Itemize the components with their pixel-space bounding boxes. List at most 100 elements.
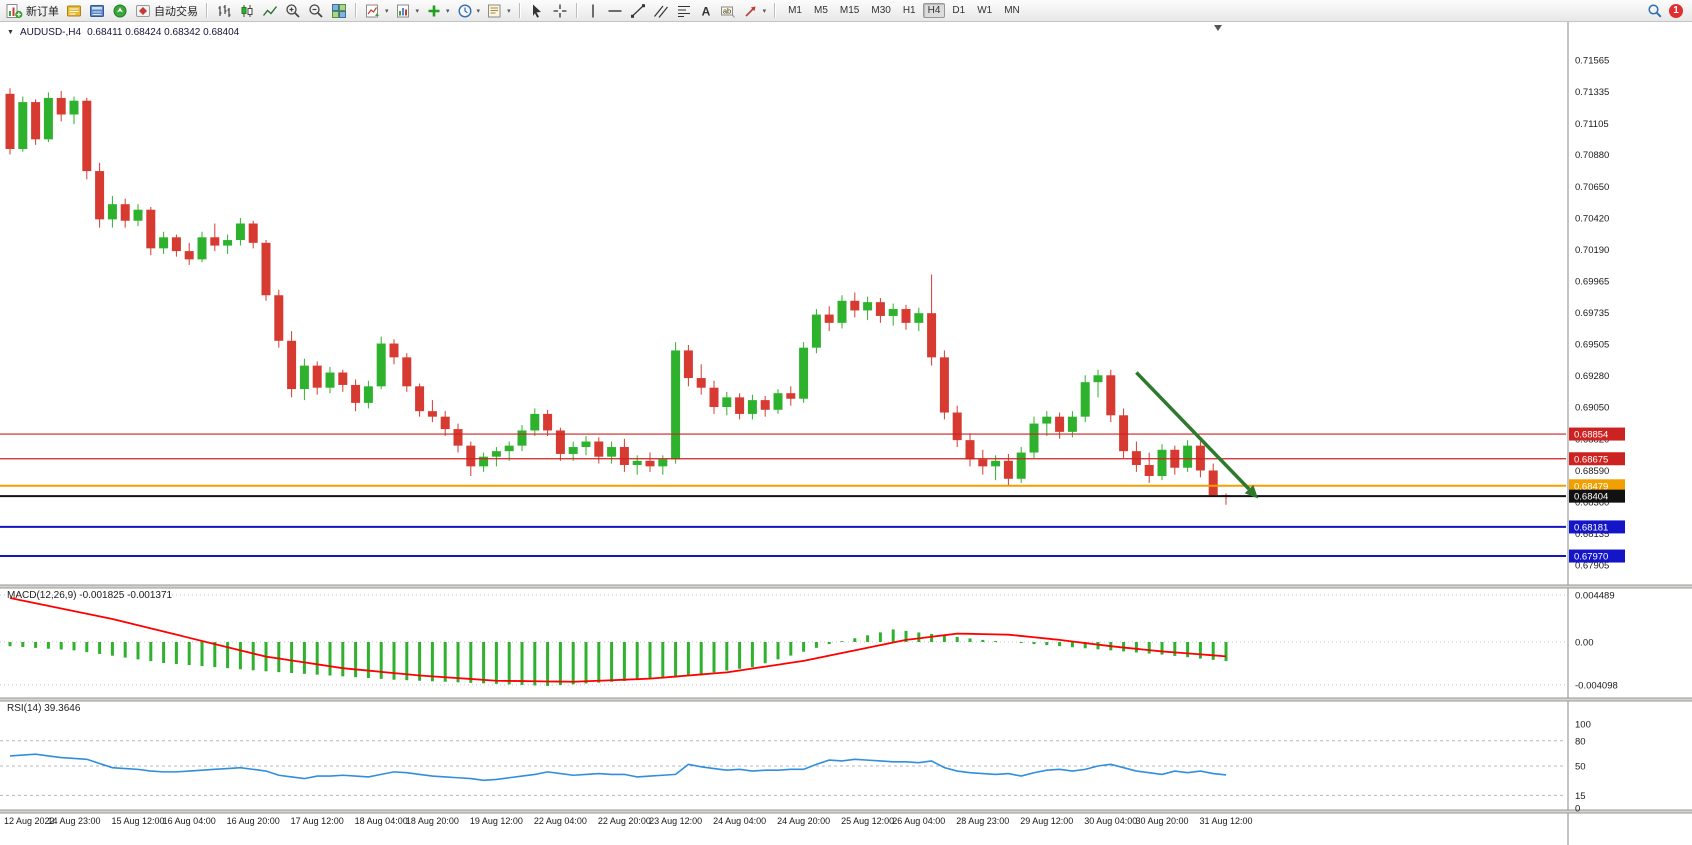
bar-chart-button[interactable] (213, 2, 235, 20)
dropdown-caret-icon: ▾ (762, 7, 767, 15)
time-axis-label: 29 Aug 12:00 (1020, 816, 1073, 826)
new-order-button[interactable]: 新订单 (3, 2, 62, 20)
macd-indicator-label: MACD(12,26,9) -0.001825 -0.001371 (7, 590, 173, 601)
horizontal-line-button[interactable] (604, 2, 626, 20)
time-axis-label: 30 Aug 04:00 (1084, 816, 1137, 826)
timeframe-m30-button[interactable]: M30 (871, 5, 891, 16)
crosshair-icon (553, 4, 567, 17)
timeframe-h1-button[interactable]: H1 (902, 5, 916, 16)
price-axis-label: 0.67905 (1575, 561, 1609, 572)
svg-text:ab: ab (722, 6, 730, 15)
main-toolbar: 新订单 自动交易 (0, 0, 1692, 22)
tile-windows-icon (332, 3, 346, 18)
chart-profiles-button[interactable]: ▾ (393, 2, 423, 20)
data-window-button[interactable] (86, 2, 108, 20)
rsi-axis-label: 50 (1575, 762, 1586, 773)
price-line-label-box (1569, 520, 1625, 534)
line-chart-button[interactable] (259, 2, 281, 20)
timeframe-w1-button[interactable]: W1 (977, 5, 993, 16)
vertical-line-icon (591, 4, 594, 17)
rsi-axis-label: 80 (1575, 736, 1586, 747)
arrows-button[interactable]: ▾ (740, 2, 770, 20)
zoom-in-button[interactable] (282, 2, 304, 20)
time-axis-label: 26 Aug 04:00 (892, 816, 945, 826)
price-axis-label: 0.70420 (1575, 213, 1609, 224)
time-axis-label: 30 Aug 20:00 (1135, 816, 1188, 826)
price-axis-label: 0.68135 (1575, 529, 1609, 540)
time-axis-label: 25 Aug 12:00 (841, 816, 894, 826)
time-axis-splitter[interactable] (0, 810, 1692, 813)
macd-axis-label: 0.00 (1575, 638, 1594, 649)
zoom-out-button[interactable] (305, 2, 327, 20)
zoom-in-icon (286, 3, 300, 18)
rsi-indicator-label: RSI(14) 39.3646 (7, 703, 81, 714)
candlestick-chart-button[interactable] (236, 2, 258, 20)
chart-window: 0.71565 0.71335 0.71105 0.70880 0.70650 0.704… (0, 22, 1692, 845)
auto-trading-icon (136, 4, 150, 17)
one-click-collapse-icon[interactable]: ▼ (7, 29, 14, 36)
price-line-label: 0.68675 (1574, 454, 1608, 465)
new-chart-button[interactable]: ▾ (362, 2, 392, 20)
price-axis-label: 0.70190 (1575, 245, 1609, 256)
rsi-line (9, 753, 1227, 782)
timeframe-d1-button[interactable]: D1 (952, 5, 966, 16)
add-indicator-icon (428, 5, 440, 16)
text-button[interactable]: A (696, 2, 716, 20)
search-button[interactable] (1644, 2, 1666, 20)
channel-button[interactable] (650, 2, 672, 20)
time-axis-label: 16 Aug 20:00 (227, 816, 280, 826)
price-axis-label: 0.70650 (1575, 182, 1609, 193)
new-order-icon (6, 3, 23, 18)
price-axis-label: 0.68360 (1575, 498, 1609, 509)
price-axis-label: 0.71335 (1575, 87, 1609, 98)
price-axis-label: 0.68590 (1575, 466, 1609, 477)
periods-button[interactable]: ▾ (454, 2, 484, 20)
time-axis-label: 23 Aug 12:00 (649, 816, 702, 826)
trend-arrow-annotation[interactable] (1135, 371, 1259, 499)
price-line-label: 0.68181 (1574, 522, 1608, 533)
dropdown-caret-icon: ▾ (446, 7, 450, 15)
price-axis-label: 0.69735 (1575, 308, 1609, 319)
timeframe-m1-button[interactable]: M1 (788, 5, 802, 16)
toolbar-separator (774, 3, 777, 18)
price-chart-canvas[interactable]: 0.71565 0.71335 0.71105 0.70880 0.70650 0.704… (0, 22, 1692, 845)
data-window-icon (90, 4, 104, 17)
market-watch-icon (67, 5, 81, 16)
auto-trading-button[interactable]: 自动交易 (132, 2, 201, 20)
macd-axis-label: 0.004489 (1575, 591, 1615, 602)
vertical-line-button[interactable] (583, 2, 603, 20)
timeframe-h4-button[interactable]: H4 (922, 3, 946, 18)
notification-badge[interactable]: 1 (1669, 3, 1683, 18)
fibonacci-button[interactable] (673, 2, 695, 20)
timeframe-m15-button[interactable]: M15 (839, 5, 860, 16)
templates-icon (488, 4, 501, 17)
price-line-label: 0.68854 (1574, 430, 1608, 441)
chart-title: ▼ AUDUSD-,H4 0.68411 0.68424 0.68342 0.6… (7, 27, 239, 38)
text-label-button[interactable]: ab (717, 2, 739, 20)
chart-ohlc-values: 0.68411 0.68424 0.68342 0.68404 (87, 27, 240, 38)
navigator-button[interactable] (109, 2, 131, 20)
chart-shift-marker-icon[interactable] (1214, 25, 1222, 31)
price-axis-label: 0.70880 (1575, 150, 1609, 161)
price-axis-label: 0.69050 (1575, 403, 1609, 414)
market-watch-button[interactable] (63, 2, 85, 20)
price-axis-label: 0.69965 (1575, 276, 1609, 287)
new-chart-icon (366, 4, 379, 17)
chart-profiles-icon (396, 4, 409, 17)
indicators-button[interactable]: ▾ (423, 2, 453, 20)
price-line-label-box (1569, 549, 1625, 563)
crosshair-button[interactable] (549, 2, 571, 20)
macd-panel-splitter[interactable] (0, 585, 1692, 588)
toolbar-separator (518, 3, 521, 18)
trendline-button[interactable] (627, 2, 649, 20)
timeframe-mn-button[interactable]: MN (1004, 5, 1020, 16)
timeframe-m5-button[interactable]: M5 (814, 5, 828, 16)
cursor-button[interactable] (526, 2, 548, 20)
price-line-label: 0.68404 (1574, 492, 1608, 503)
rsi-panel-splitter[interactable] (0, 698, 1692, 701)
tile-windows-button[interactable] (328, 2, 350, 20)
templates-button[interactable]: ▾ (484, 2, 514, 20)
price-line-label-box (1569, 489, 1625, 503)
timeframe-button-group: M1 M5 M15 M30 H1 H4 D1 W1 MN (783, 3, 1025, 18)
